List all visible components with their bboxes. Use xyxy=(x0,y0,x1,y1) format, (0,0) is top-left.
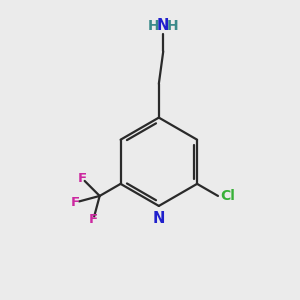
Text: N: N xyxy=(157,18,170,33)
Text: F: F xyxy=(89,213,98,226)
Text: Cl: Cl xyxy=(220,189,235,203)
Text: N: N xyxy=(153,211,165,226)
Text: H: H xyxy=(148,19,160,33)
Text: F: F xyxy=(78,172,87,185)
Text: F: F xyxy=(71,196,80,209)
Text: H: H xyxy=(167,19,178,33)
